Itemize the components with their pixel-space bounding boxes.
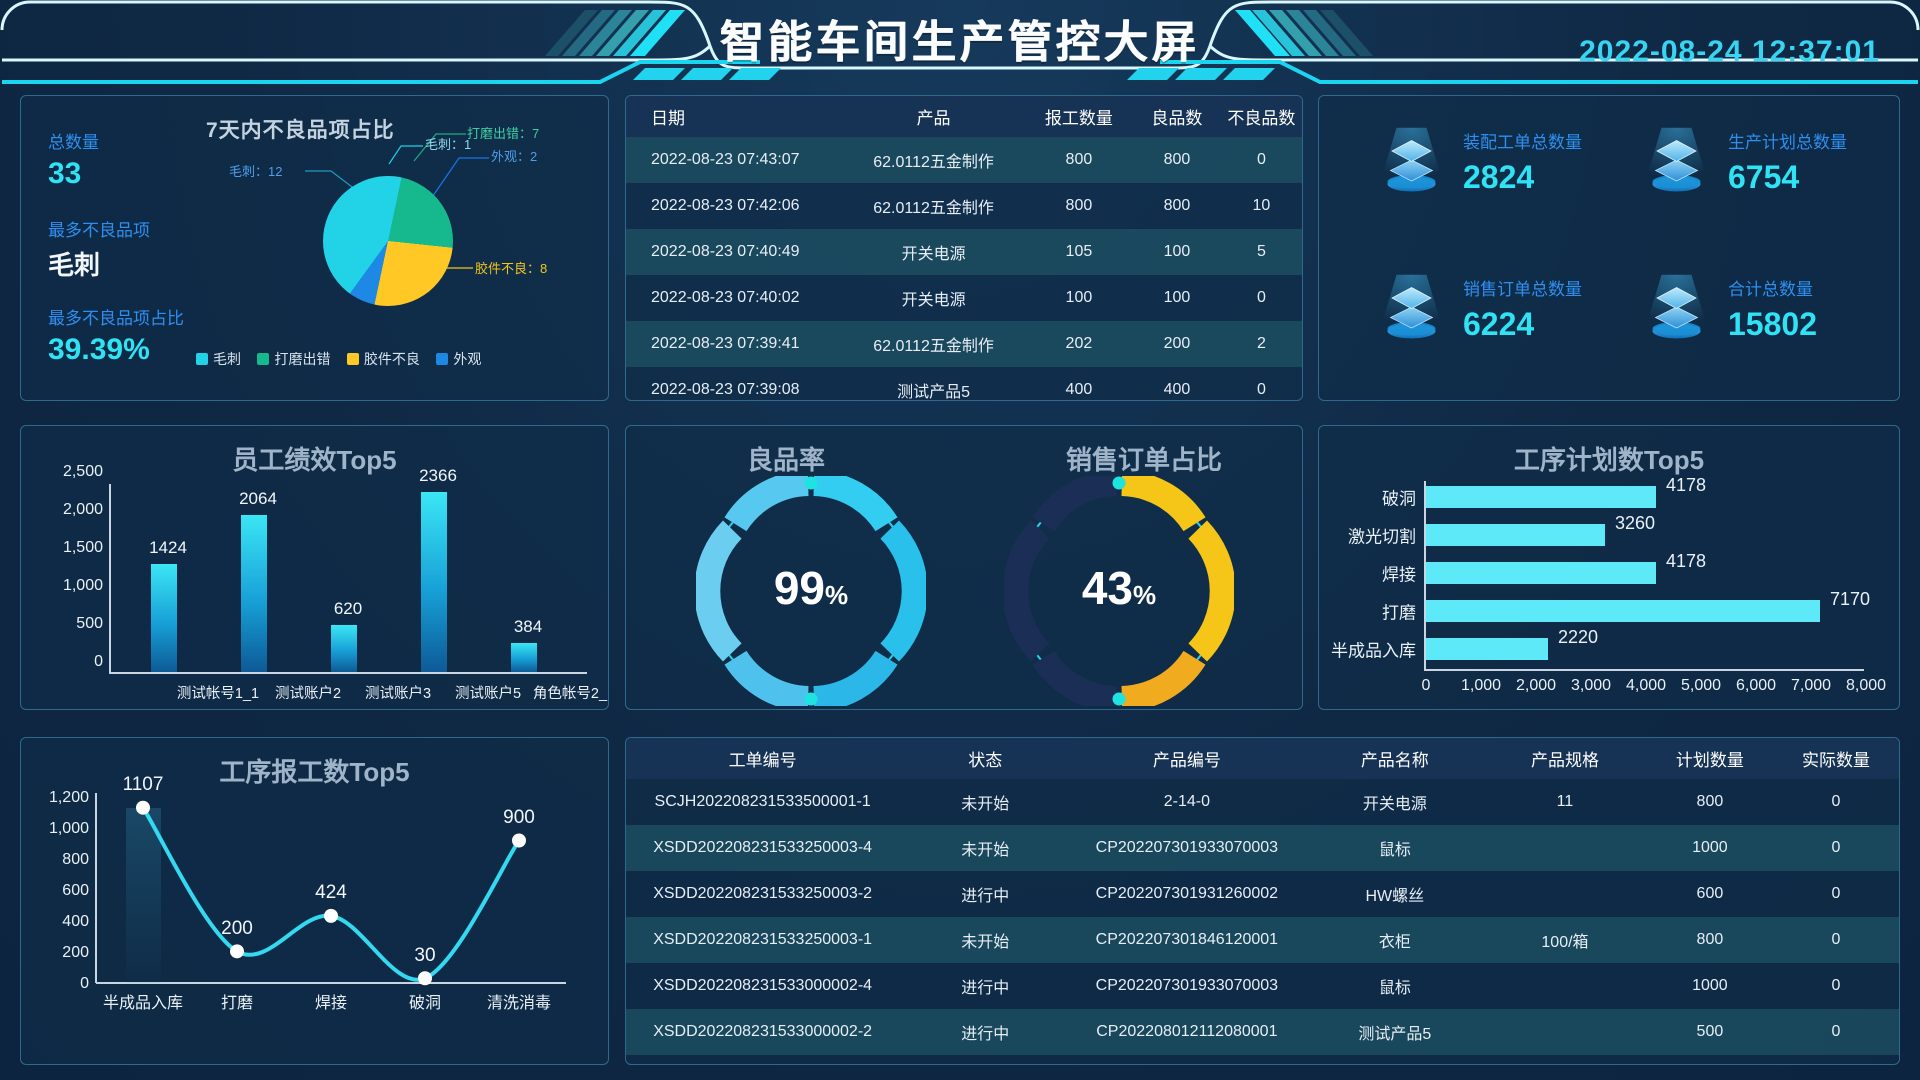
svg-text:打磨: 打磨 (221, 994, 253, 1012)
svg-text:30: 30 (414, 945, 435, 966)
svg-text:毛刺：1: 毛刺：1 (425, 137, 471, 152)
svg-text:43%: 43% (1082, 562, 1156, 614)
svg-text:胶件不良：8: 胶件不良：8 (475, 261, 547, 276)
svg-text:1,000: 1,000 (49, 820, 89, 837)
svg-text:1107: 1107 (123, 774, 164, 795)
svg-text:600: 600 (62, 882, 89, 899)
svg-text:424: 424 (315, 882, 347, 903)
svg-text:半成品入库: 半成品入库 (103, 994, 183, 1012)
svg-text:0: 0 (80, 975, 89, 992)
svg-text:破洞: 破洞 (409, 994, 441, 1012)
svg-text:毛刺：12: 毛刺：12 (229, 164, 282, 179)
svg-text:400: 400 (62, 913, 89, 930)
svg-text:清洗消毒: 清洗消毒 (487, 994, 551, 1012)
svg-text:打磨出错：7: 打磨出错：7 (467, 126, 539, 141)
svg-text:200: 200 (62, 944, 89, 961)
svg-text:200: 200 (221, 918, 253, 939)
svg-text:900: 900 (503, 807, 535, 828)
svg-text:1,200: 1,200 (49, 789, 89, 806)
svg-text:焊接: 焊接 (315, 994, 347, 1012)
svg-text:800: 800 (62, 851, 89, 868)
svg-text:外观：2: 外观：2 (491, 149, 537, 164)
svg-text:99%: 99% (774, 562, 848, 614)
